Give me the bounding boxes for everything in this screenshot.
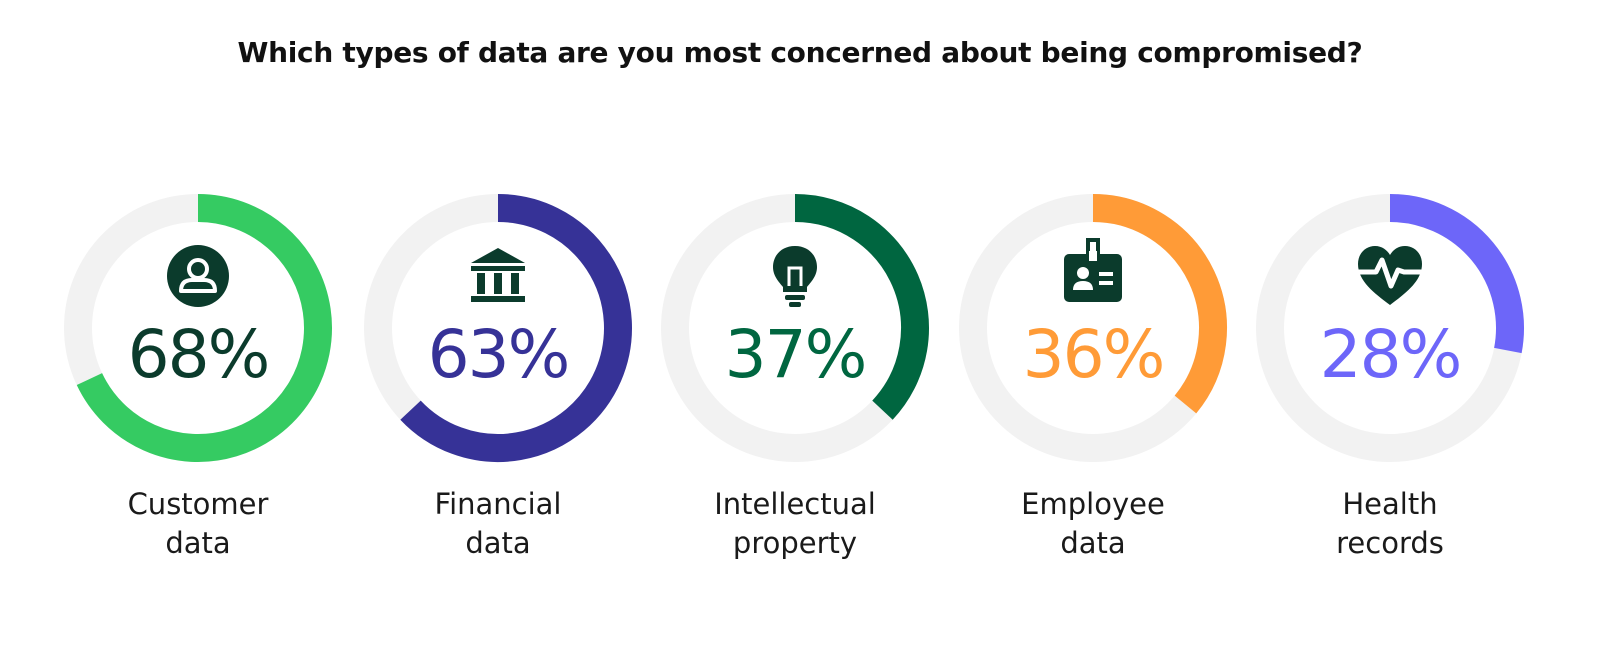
donut-category-label: Intellectual property bbox=[714, 487, 876, 560]
donut-arc bbox=[400, 194, 632, 462]
donut-health-records: 28% Health records bbox=[1256, 194, 1524, 560]
donut-arc bbox=[794, 194, 929, 420]
donut-value-label: 37% bbox=[725, 316, 866, 393]
donut-value-label: 68% bbox=[128, 316, 269, 393]
donut-value-label: 63% bbox=[428, 316, 569, 393]
donut-employee-data: 36% Employee data bbox=[959, 194, 1227, 560]
donut-intellectual-property: 37% Intellectual property bbox=[661, 194, 929, 560]
donut-arc bbox=[1092, 194, 1227, 414]
donut-arc bbox=[1389, 194, 1524, 354]
donut-category-label: Health records bbox=[1336, 487, 1444, 560]
donut-customer-data: 68% Customer data bbox=[64, 194, 332, 560]
donut-value-label: 28% bbox=[1320, 316, 1461, 393]
donut-category-label: Customer data bbox=[128, 487, 269, 560]
heart-pulse-icon bbox=[1356, 246, 1424, 305]
chart-title: Which types of data are you most concern… bbox=[237, 36, 1363, 69]
lightbulb-icon bbox=[773, 246, 817, 307]
donut-category-label: Employee data bbox=[1021, 487, 1165, 560]
bank-icon bbox=[471, 248, 525, 302]
donut-arc bbox=[76, 194, 332, 462]
id-badge-icon bbox=[1064, 238, 1122, 302]
user-icon bbox=[167, 245, 229, 307]
donut-value-label: 36% bbox=[1023, 316, 1164, 393]
donut-financial-data: 63% Financial data bbox=[364, 194, 632, 560]
donut-category-label: Financial data bbox=[435, 487, 562, 560]
